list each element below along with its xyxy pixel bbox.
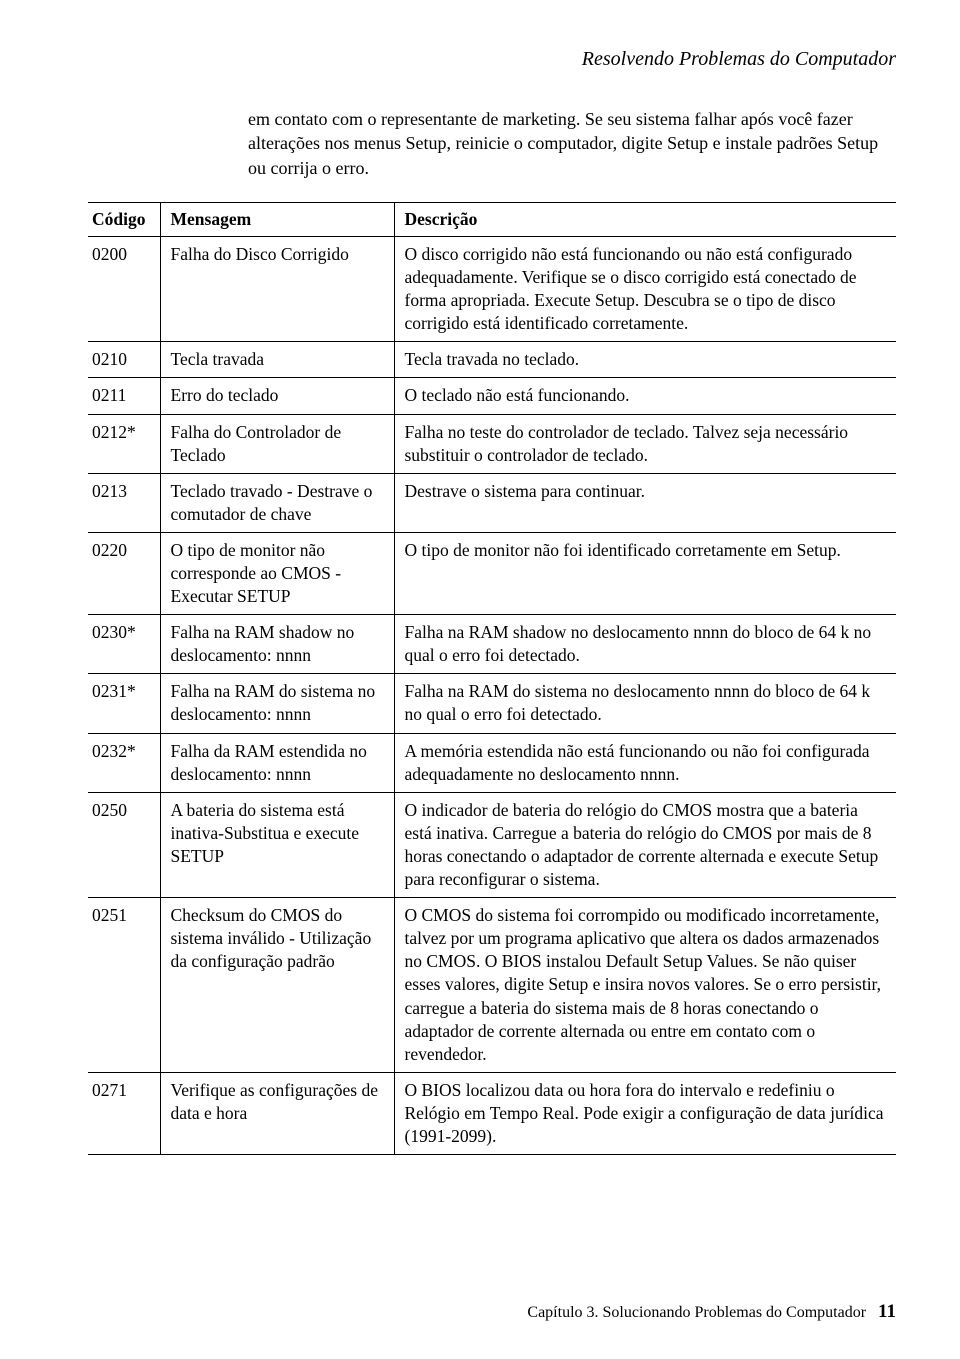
table-row: 0211 Erro do teclado O teclado não está … (88, 378, 896, 414)
cell-message: Falha da RAM estendida no deslocamento: … (160, 733, 394, 792)
cell-code: 0271 (88, 1072, 160, 1154)
cell-code: 0220 (88, 532, 160, 614)
cell-description: O CMOS do sistema foi corrompido ou modi… (394, 898, 896, 1073)
error-codes-table: Código Mensagem Descrição 0200 Falha do … (88, 202, 896, 1155)
cell-message: O tipo de monitor não corresponde ao CMO… (160, 532, 394, 614)
page-number: 11 (878, 1301, 896, 1322)
cell-description: Destrave o sistema para continuar. (394, 473, 896, 532)
cell-message: Falha do Controlador de Teclado (160, 414, 394, 473)
cell-message: Falha do Disco Corrigido (160, 236, 394, 341)
cell-code: 0231* (88, 674, 160, 733)
col-header-code: Código (88, 202, 160, 236)
intro-paragraph: em contato com o representante de market… (248, 107, 896, 180)
cell-code: 0200 (88, 236, 160, 341)
table-row: 0251 Checksum do CMOS do sistema inválid… (88, 898, 896, 1073)
table-header-row: Código Mensagem Descrição (88, 202, 896, 236)
cell-code: 0232* (88, 733, 160, 792)
cell-message: Checksum do CMOS do sistema inválido - U… (160, 898, 394, 1073)
cell-message: Falha na RAM shadow no deslocamento: nnn… (160, 615, 394, 674)
cell-message: A bateria do sistema está inativa-Substi… (160, 792, 394, 897)
col-header-description: Descrição (394, 202, 896, 236)
cell-description: O BIOS localizou data ou hora fora do in… (394, 1072, 896, 1154)
cell-code: 0210 (88, 342, 160, 378)
cell-code: 0213 (88, 473, 160, 532)
cell-description: O disco corrigido não está funcionando o… (394, 236, 896, 341)
col-header-message: Mensagem (160, 202, 394, 236)
table-row: 0250 A bateria do sistema está inativa-S… (88, 792, 896, 897)
table-row: 0220 O tipo de monitor não corresponde a… (88, 532, 896, 614)
cell-message: Verifique as configurações de data e hor… (160, 1072, 394, 1154)
chapter-label: Capítulo 3. Solucionando Problemas do Co… (527, 1304, 866, 1321)
cell-message: Tecla travada (160, 342, 394, 378)
cell-message: Teclado travado - Destrave o comutador d… (160, 473, 394, 532)
cell-description: Falha no teste do controlador de teclado… (394, 414, 896, 473)
table-row: 0212* Falha do Controlador de Teclado Fa… (88, 414, 896, 473)
cell-description: O tipo de monitor não foi identificado c… (394, 532, 896, 614)
cell-description: Falha na RAM do sistema no deslocamento … (394, 674, 896, 733)
cell-description: A memória estendida não está funcionando… (394, 733, 896, 792)
table-row: 0232* Falha da RAM estendida no deslocam… (88, 733, 896, 792)
cell-description: O teclado não está funcionando. (394, 378, 896, 414)
cell-message: Falha na RAM do sistema no deslocamento:… (160, 674, 394, 733)
page-footer: Capítulo 3. Solucionando Problemas do Co… (527, 1301, 896, 1323)
cell-code: 0230* (88, 615, 160, 674)
table-row: 0231* Falha na RAM do sistema no desloca… (88, 674, 896, 733)
cell-description: O indicador de bateria do relógio do CMO… (394, 792, 896, 897)
cell-code: 0212* (88, 414, 160, 473)
cell-message: Erro do teclado (160, 378, 394, 414)
cell-code: 0251 (88, 898, 160, 1073)
table-row: 0271 Verifique as configurações de data … (88, 1072, 896, 1154)
table-row: 0210 Tecla travada Tecla travada no tecl… (88, 342, 896, 378)
table-row: 0213 Teclado travado - Destrave o comuta… (88, 473, 896, 532)
cell-description: Falha na RAM shadow no deslocamento nnnn… (394, 615, 896, 674)
cell-code: 0211 (88, 378, 160, 414)
cell-code: 0250 (88, 792, 160, 897)
cell-description: Tecla travada no teclado. (394, 342, 896, 378)
table-row: 0230* Falha na RAM shadow no deslocament… (88, 615, 896, 674)
running-header: Resolvendo Problemas do Computador (88, 48, 896, 71)
table-row: 0200 Falha do Disco Corrigido O disco co… (88, 236, 896, 341)
